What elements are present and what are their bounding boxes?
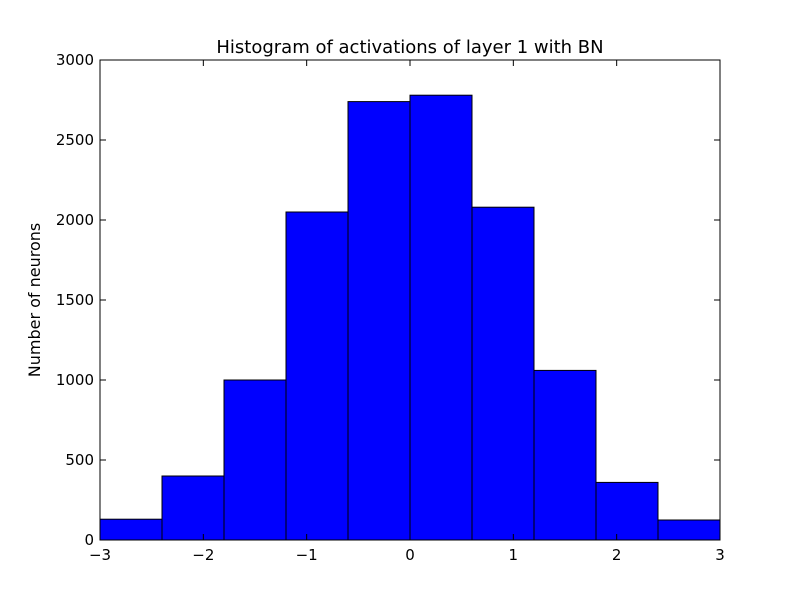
histogram-bar [161, 475, 225, 541]
chart-title: Histogram of activations of layer 1 with… [216, 37, 603, 58]
histogram-bar [285, 211, 349, 541]
histogram-bars [99, 94, 721, 541]
histogram-bar [533, 369, 597, 541]
histogram-bar [223, 379, 287, 541]
x-tick-label: −3 [89, 546, 111, 564]
histogram-bar [657, 519, 721, 541]
y-tick-label: 500 [65, 451, 94, 469]
x-tick-label: 2 [612, 546, 622, 564]
histogram-bar [595, 481, 659, 541]
x-tick-label: 0 [405, 546, 415, 564]
histogram-bar [347, 101, 411, 541]
x-tick-label: −2 [192, 546, 214, 564]
y-tick-label: 1000 [56, 371, 94, 389]
histogram-bar [409, 94, 473, 541]
x-tick-label: 3 [715, 546, 725, 564]
histogram-bar [99, 518, 163, 541]
y-tick-label: 3000 [56, 51, 94, 69]
y-tick-label: 0 [84, 531, 94, 549]
x-tick-label: −1 [296, 546, 318, 564]
y-tick-label: 1500 [56, 291, 94, 309]
axis-ticks: −3 −2 −1 0 1 2 3 0 500 1000 1500 2000 2500 3000 [56, 51, 725, 564]
histogram-bar [471, 206, 535, 541]
y-tick-label: 2000 [56, 211, 94, 229]
x-tick-label: 1 [509, 546, 519, 564]
y-tick-label: 2500 [56, 131, 94, 149]
y-axis-label: Number of neurons [25, 223, 44, 377]
